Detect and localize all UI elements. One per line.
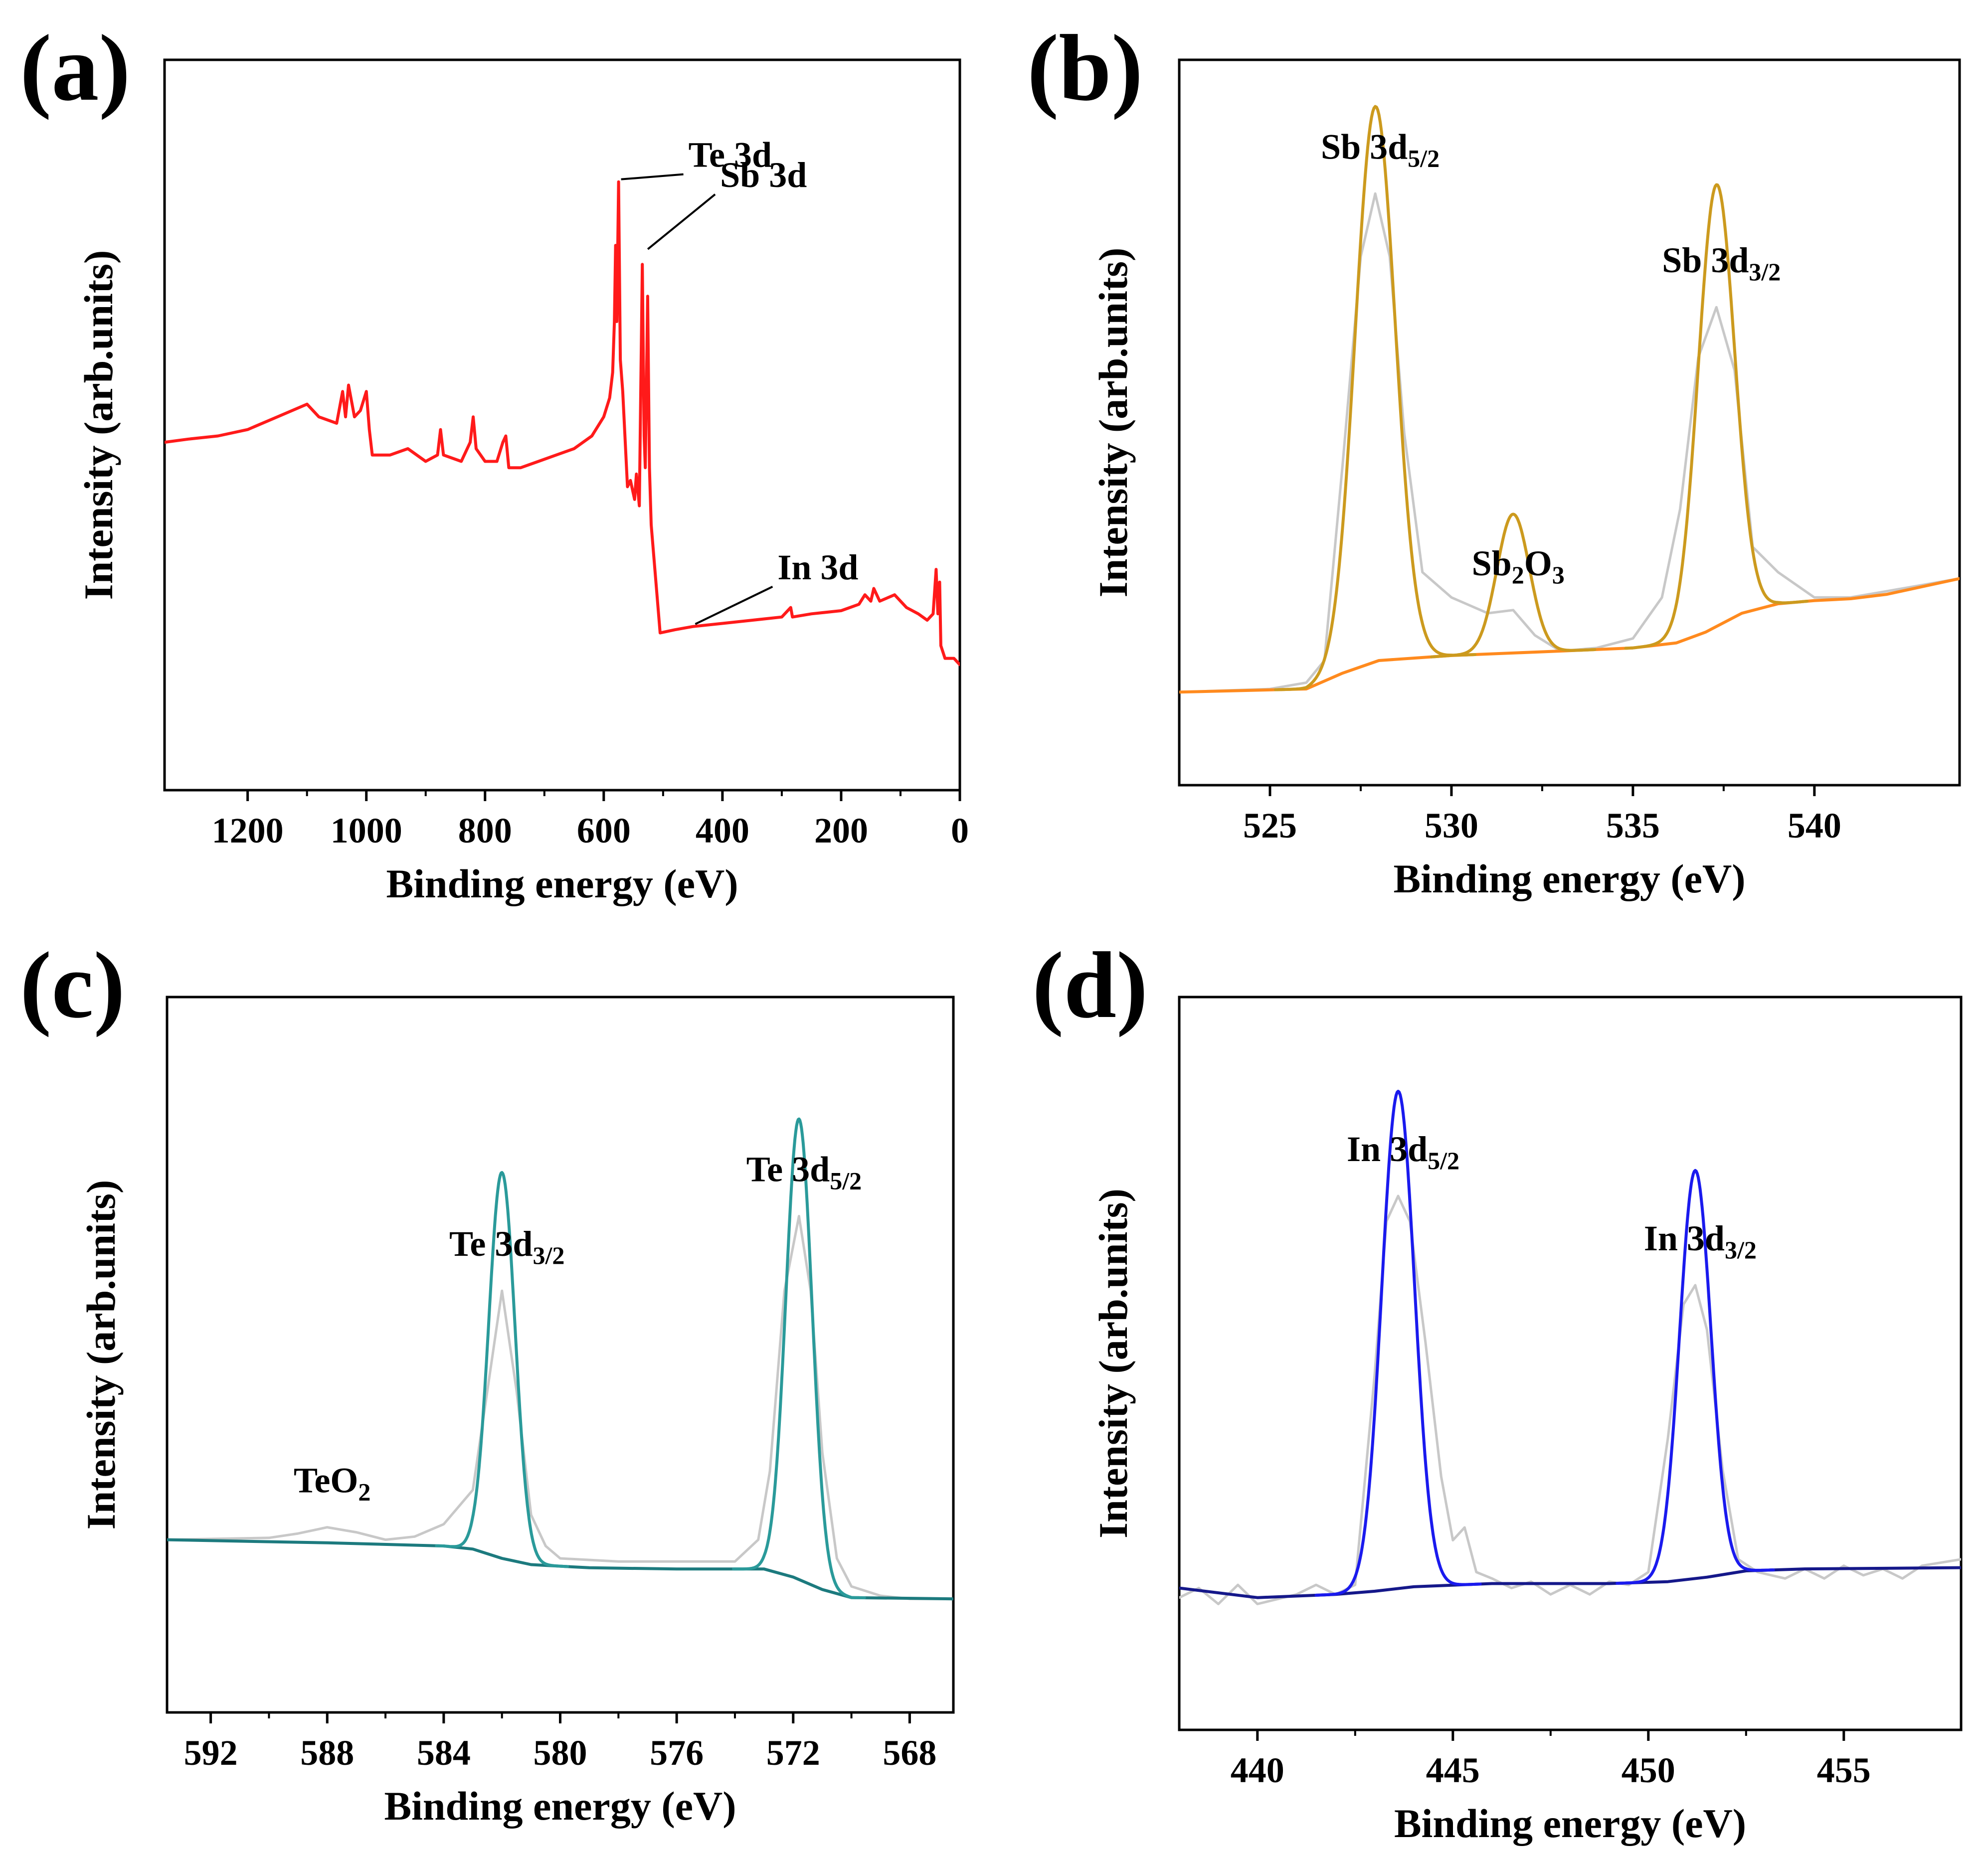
x-tick-label: 800 (458, 811, 512, 850)
y-axis-title: Intensity (arb.units) (76, 250, 121, 600)
x-tick-label: 400 (696, 811, 749, 850)
x-tick-label: 568 (883, 1733, 936, 1773)
x-axis-title: Binding energy (eV) (1394, 1801, 1746, 1846)
panel-label-c: (c) (20, 933, 125, 1038)
x-tick-label: 450 (1622, 1750, 1675, 1790)
series-survey (165, 180, 960, 667)
series-background (1179, 577, 1960, 694)
series-measured (167, 1214, 953, 1600)
x-tick-label: 600 (577, 811, 631, 850)
peak-label-1: In 3d3/2 (1644, 1218, 1757, 1264)
annotation-leader (695, 586, 773, 625)
x-axis-title: Binding energy (eV) (384, 1783, 736, 1829)
x-tick-label: 1000 (331, 811, 402, 850)
plot-area (165, 180, 960, 667)
series-sb-3d3-2-fit (1624, 183, 1809, 650)
panel-label-d: (d) (1032, 933, 1148, 1038)
x-tick-label: 200 (814, 811, 868, 850)
x-axis-title: Binding energy (eV) (386, 861, 738, 906)
x-tick-label: 1200 (212, 811, 284, 850)
series-in-3d5-2-fit (1314, 1090, 1482, 1597)
x-tick-label: 0 (951, 811, 969, 850)
peak-label-2: Te 3d5/2 (746, 1149, 862, 1194)
series-sb2o3-fit (1430, 512, 1597, 659)
annotation-leader (647, 193, 716, 250)
annotation-sb-3d: Sb 3d (720, 155, 807, 195)
x-tick-label: 592 (184, 1733, 238, 1773)
plot-area (1179, 1090, 1961, 1605)
y-axis-title: Intensity (arb.units) (1090, 248, 1136, 598)
x-tick-label: 540 (1788, 806, 1841, 845)
annotation-in-3d: In 3d (777, 547, 858, 587)
x-tick-label: 440 (1231, 1750, 1284, 1790)
peak-label-2: Sb 3d3/2 (1662, 240, 1781, 286)
peak-label-0: Sb 3d5/2 (1321, 127, 1440, 172)
y-axis-title: Intensity (arb.units) (1090, 1188, 1136, 1538)
peak-label-0: TeO2 (294, 1461, 370, 1506)
plot-area (167, 1117, 953, 1601)
panel-label-b: (b) (1027, 16, 1143, 121)
plot-frame (166, 996, 955, 1714)
series-measured (1179, 192, 1960, 693)
annotation-te-3d: Te 3d (689, 135, 772, 175)
x-tick-label: 580 (534, 1733, 587, 1773)
plot-frame (163, 58, 961, 792)
x-tick-label: 588 (300, 1733, 354, 1773)
x-tick-label: 576 (650, 1733, 704, 1773)
series-te-3d3-2-fit (435, 1171, 569, 1568)
plot-area (1179, 105, 1960, 694)
series-te-3d5-2-fit (732, 1117, 866, 1599)
annotation-leader (621, 173, 684, 180)
y-axis-title: Intensity (arb.units) (78, 1180, 124, 1530)
x-tick-label: 525 (1243, 806, 1297, 845)
series-measured (1179, 1194, 1961, 1605)
series-in-3d3-2-fit (1616, 1169, 1775, 1585)
panel-a: (a) 1200 1000 800 600 400 200 0 Binding energy (… (20, 16, 969, 906)
peak-label-1: Te 3d3/2 (449, 1224, 564, 1269)
peak-label-0: In 3d5/2 (1347, 1129, 1459, 1175)
series-sb-3d5-2-fit (1273, 105, 1477, 691)
x-axis-title: Binding energy (eV) (1393, 856, 1745, 901)
panel-c: (c) 592 588 584 580 576 572 568 Binding energy (… (20, 933, 955, 1829)
plot-frame (1178, 58, 1961, 787)
peak-label-1: Sb2O3 (1472, 543, 1565, 589)
panel-b: (b) 525 530 535 540 Binding energy (eV) Intens… (1027, 16, 1961, 901)
panel-label-a: (a) (20, 16, 131, 121)
x-tick-label: 530 (1425, 806, 1478, 845)
x-tick-label: 455 (1817, 1750, 1871, 1790)
x-tick-label: 572 (766, 1733, 820, 1773)
x-tick-label: 535 (1606, 806, 1660, 845)
x-tick-label: 584 (417, 1733, 471, 1773)
panel-d: (d) 440 445 450 455 Binding energy (eV) Intens… (1032, 933, 1963, 1846)
x-tick-label: 445 (1426, 1750, 1480, 1790)
plot-frame (1178, 996, 1963, 1731)
